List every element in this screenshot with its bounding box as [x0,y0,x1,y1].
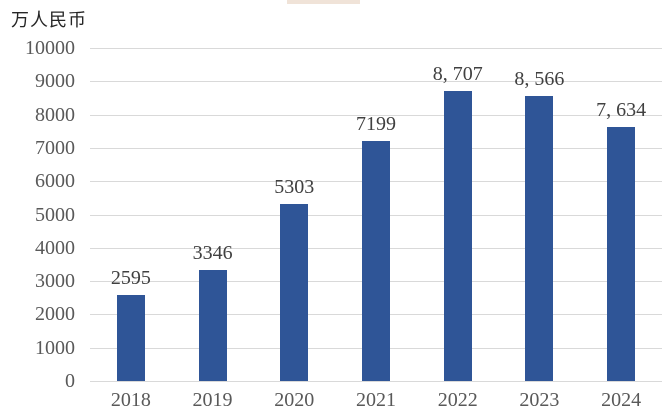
x-tick-label: 2022 [437,389,478,411]
y-tick-label: 5000 [35,203,75,226]
x-tick-label: 2018 [110,389,151,411]
gridline [90,81,662,83]
y-tick-label: 10000 [25,37,75,59]
y-tick-label: 4000 [35,236,75,259]
bar-value-label: 8, 566 [514,67,565,90]
bar-value-label: 5303 [274,176,315,199]
bar [525,95,554,381]
y-tick-label: 9000 [35,70,75,93]
bar [116,294,145,381]
x-tick-label: 2019 [192,389,233,411]
y-tick-label: 8000 [35,103,75,126]
y-tick-label: 1000 [35,336,75,359]
x-tick-label: 2021 [355,389,396,411]
y-tick-label: 6000 [35,170,75,193]
bar-value-label: 8, 707 [432,63,483,86]
bar-value-label: 2595 [110,266,151,289]
bar-value-label: 3346 [192,241,233,264]
y-tick-label: 0 [65,370,75,392]
y-tick-label: 7000 [35,136,75,159]
bar-value-label: 7, 634 [596,98,647,121]
bar [198,269,227,381]
bar [443,91,472,381]
cropped-title-fragment [287,0,360,4]
bar [362,141,390,381]
x-tick-label: 2020 [274,389,315,411]
gridline [90,114,662,116]
gridline [90,381,662,382]
y-axis-unit-label: 万人民币 [11,10,87,30]
y-tick-label: 3000 [35,270,75,293]
bar-value-label: 7199 [356,113,396,136]
x-tick-label: 2024 [601,389,642,411]
gridline [90,48,662,49]
bar [280,204,309,381]
bar [607,126,636,381]
y-tick-label: 2000 [35,303,75,326]
x-tick-label: 2023 [519,389,560,411]
